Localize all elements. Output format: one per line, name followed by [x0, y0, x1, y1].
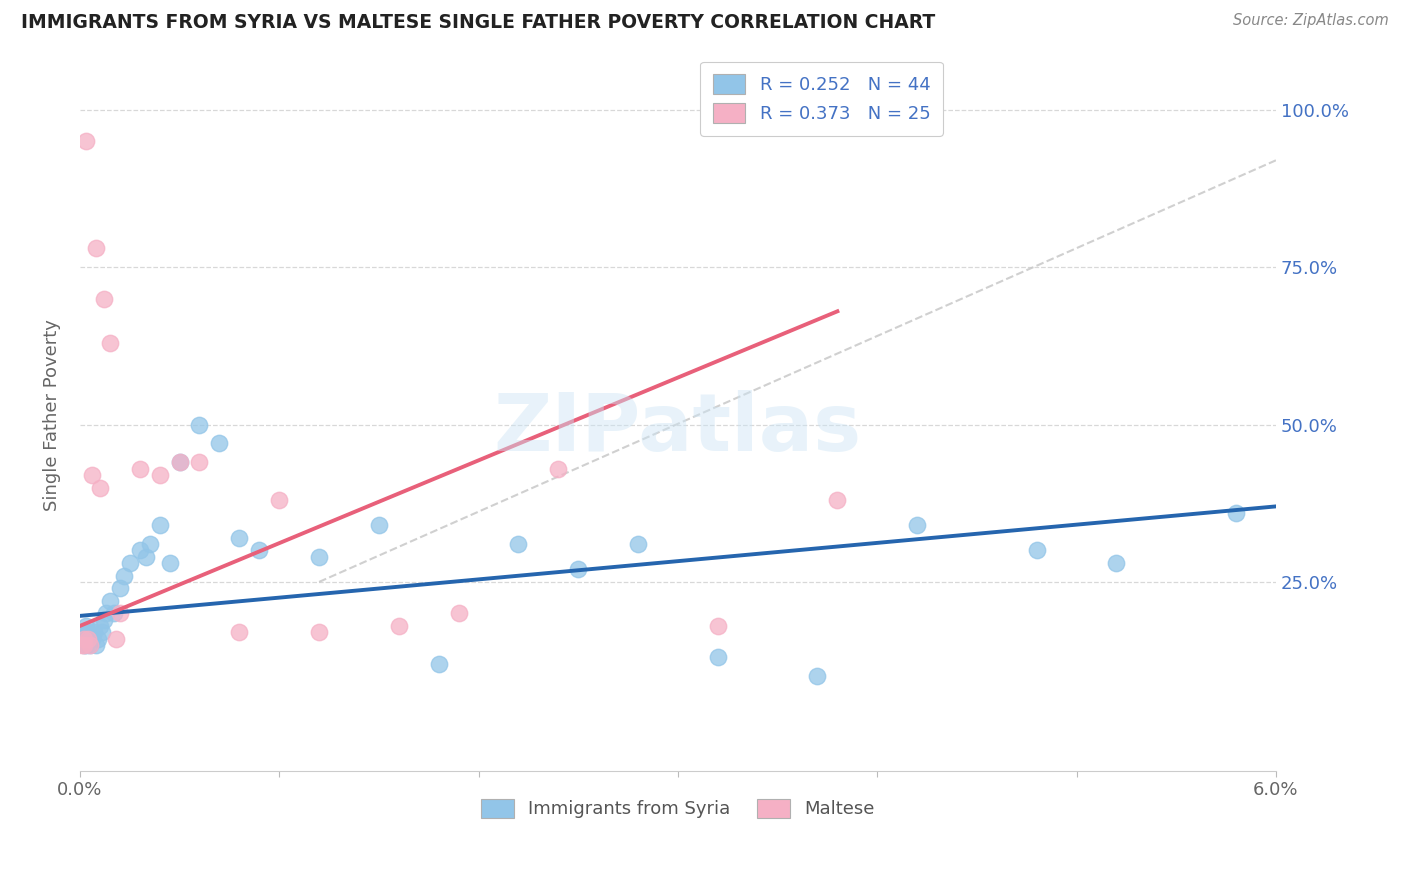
Text: ZIPatlas: ZIPatlas [494, 391, 862, 468]
Point [208, 436, 231, 450]
Point [70, 632, 93, 646]
Point [80, 632, 103, 646]
Point [269, 493, 291, 508]
Point [228, 625, 250, 640]
Point [149, 518, 172, 533]
Point [308, 625, 330, 640]
Point [188, 417, 211, 432]
Point [447, 607, 470, 621]
Point [83, 625, 105, 640]
Point [75, 619, 97, 633]
Point [1225, 506, 1247, 520]
Point [118, 556, 141, 570]
Point [75, 638, 97, 652]
Point [79, 638, 101, 652]
Point [169, 455, 191, 469]
Point [627, 537, 650, 551]
Point [388, 619, 411, 633]
Point [76, 625, 98, 640]
Point [188, 455, 211, 469]
Point [905, 518, 928, 533]
Point [84, 638, 107, 652]
Point [90, 625, 112, 640]
Text: IMMIGRANTS FROM SYRIA VS MALTESE SINGLE FATHER POVERTY CORRELATION CHART: IMMIGRANTS FROM SYRIA VS MALTESE SINGLE … [21, 13, 935, 32]
Point [73, 638, 96, 652]
Point [128, 461, 150, 475]
Point [93, 613, 115, 627]
Point [94, 607, 117, 621]
Point [806, 669, 828, 683]
Point [79, 638, 101, 652]
Point [228, 531, 250, 545]
Point [108, 607, 131, 621]
Point [76, 632, 98, 646]
Point [128, 543, 150, 558]
Point [547, 461, 569, 475]
Point [87, 632, 110, 646]
Point [169, 455, 191, 469]
Point [159, 556, 181, 570]
Point [75, 135, 97, 149]
Point [308, 549, 330, 564]
Point [108, 581, 131, 595]
Point [73, 638, 96, 652]
Point [367, 518, 389, 533]
Point [112, 568, 135, 582]
Point [827, 493, 849, 508]
Point [73, 632, 96, 646]
Point [707, 650, 730, 665]
Point [98, 594, 121, 608]
Point [73, 625, 96, 640]
Point [567, 562, 589, 576]
Point [1025, 543, 1047, 558]
Point [1105, 556, 1128, 570]
Point [93, 292, 115, 306]
Y-axis label: Single Father Poverty: Single Father Poverty [44, 319, 60, 511]
Legend: Immigrants from Syria, Maltese: Immigrants from Syria, Maltese [474, 791, 882, 826]
Point [135, 549, 157, 564]
Point [84, 241, 107, 255]
Point [104, 632, 127, 646]
Point [70, 638, 93, 652]
Point [149, 467, 172, 482]
Point [427, 657, 450, 671]
Text: Source: ZipAtlas.com: Source: ZipAtlas.com [1233, 13, 1389, 29]
Point [76, 632, 98, 646]
Point [98, 335, 121, 350]
Point [138, 537, 160, 551]
Point [508, 537, 530, 551]
Point [79, 632, 101, 646]
Point [707, 619, 730, 633]
Point [103, 607, 125, 621]
Point [247, 543, 270, 558]
Point [80, 467, 103, 482]
Point [89, 481, 111, 495]
Point [89, 619, 111, 633]
